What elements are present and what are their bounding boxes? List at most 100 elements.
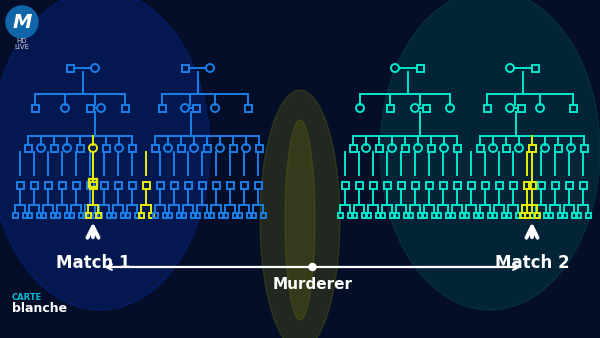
Bar [31,182,37,189]
Bar [37,213,41,217]
Bar [529,182,536,189]
Text: LIVE: LIVE [14,44,29,50]
Bar [89,182,97,189]
Bar [467,182,475,189]
Bar [520,213,524,217]
Bar [151,145,158,151]
Bar [544,213,548,217]
Text: HD: HD [17,38,27,44]
Bar [532,65,539,72]
Bar [482,182,488,189]
Bar [13,213,17,217]
Bar [538,182,545,189]
Bar [502,213,506,217]
Bar [460,213,464,217]
Bar [77,145,83,151]
Bar [121,104,128,112]
Bar [586,213,590,217]
Bar [509,182,517,189]
Bar [365,213,371,217]
Bar [178,145,185,151]
Circle shape [309,264,316,270]
Bar [83,213,88,217]
Bar [236,213,241,217]
Bar [454,182,461,189]
Bar [260,213,265,217]
Bar [67,65,74,72]
Bar [158,104,166,112]
Bar [32,104,38,112]
Bar [176,213,182,217]
Bar [425,182,433,189]
Bar [254,182,262,189]
Bar [101,182,107,189]
Bar [554,145,562,151]
Bar [163,213,167,217]
Bar [139,213,143,217]
Bar [398,182,404,189]
Bar [143,182,149,189]
Bar [337,213,343,217]
Bar [436,213,440,217]
Bar [59,182,65,189]
Bar [121,213,125,217]
Bar [25,145,32,151]
Ellipse shape [260,90,340,338]
Bar [427,145,434,151]
Bar [370,182,377,189]
Bar [241,182,248,189]
Bar [361,213,367,217]
Bar [128,145,136,151]
Bar [86,213,91,217]
Bar [199,182,205,189]
Bar [86,104,94,112]
Bar [44,182,52,189]
Bar [562,213,566,217]
Bar [193,104,199,112]
Circle shape [6,6,38,38]
Ellipse shape [380,0,600,310]
Bar [209,213,214,217]
Bar [115,182,121,189]
Bar [575,213,581,217]
Bar [352,213,356,217]
Bar [581,145,587,151]
Bar [445,213,451,217]
Bar [191,213,196,217]
Bar [23,213,28,217]
Bar [110,213,115,217]
Bar [487,213,493,217]
Bar [569,104,577,112]
Bar [376,145,383,151]
Bar [524,213,530,217]
Text: CARTE: CARTE [12,293,42,302]
Bar [551,182,559,189]
Bar [218,213,223,217]
Bar [227,182,233,189]
Bar [418,213,422,217]
Bar [454,145,461,151]
Bar [149,213,154,217]
Bar [431,213,437,217]
Bar [383,182,391,189]
Bar [422,104,430,112]
Bar [478,213,482,217]
Bar [17,182,23,189]
Bar [523,182,530,189]
Bar [152,213,157,217]
Bar [95,213,101,217]
Text: blanche: blanche [12,302,67,315]
Bar [185,182,191,189]
Bar [229,145,236,151]
Bar [245,104,251,112]
Bar [416,65,424,72]
Bar [533,213,539,217]
Bar [92,213,97,217]
Bar [26,213,32,217]
Bar [256,145,263,151]
Bar [349,145,356,151]
Bar [89,179,97,187]
Bar [103,145,110,151]
Bar [41,213,46,217]
Bar [503,145,509,151]
